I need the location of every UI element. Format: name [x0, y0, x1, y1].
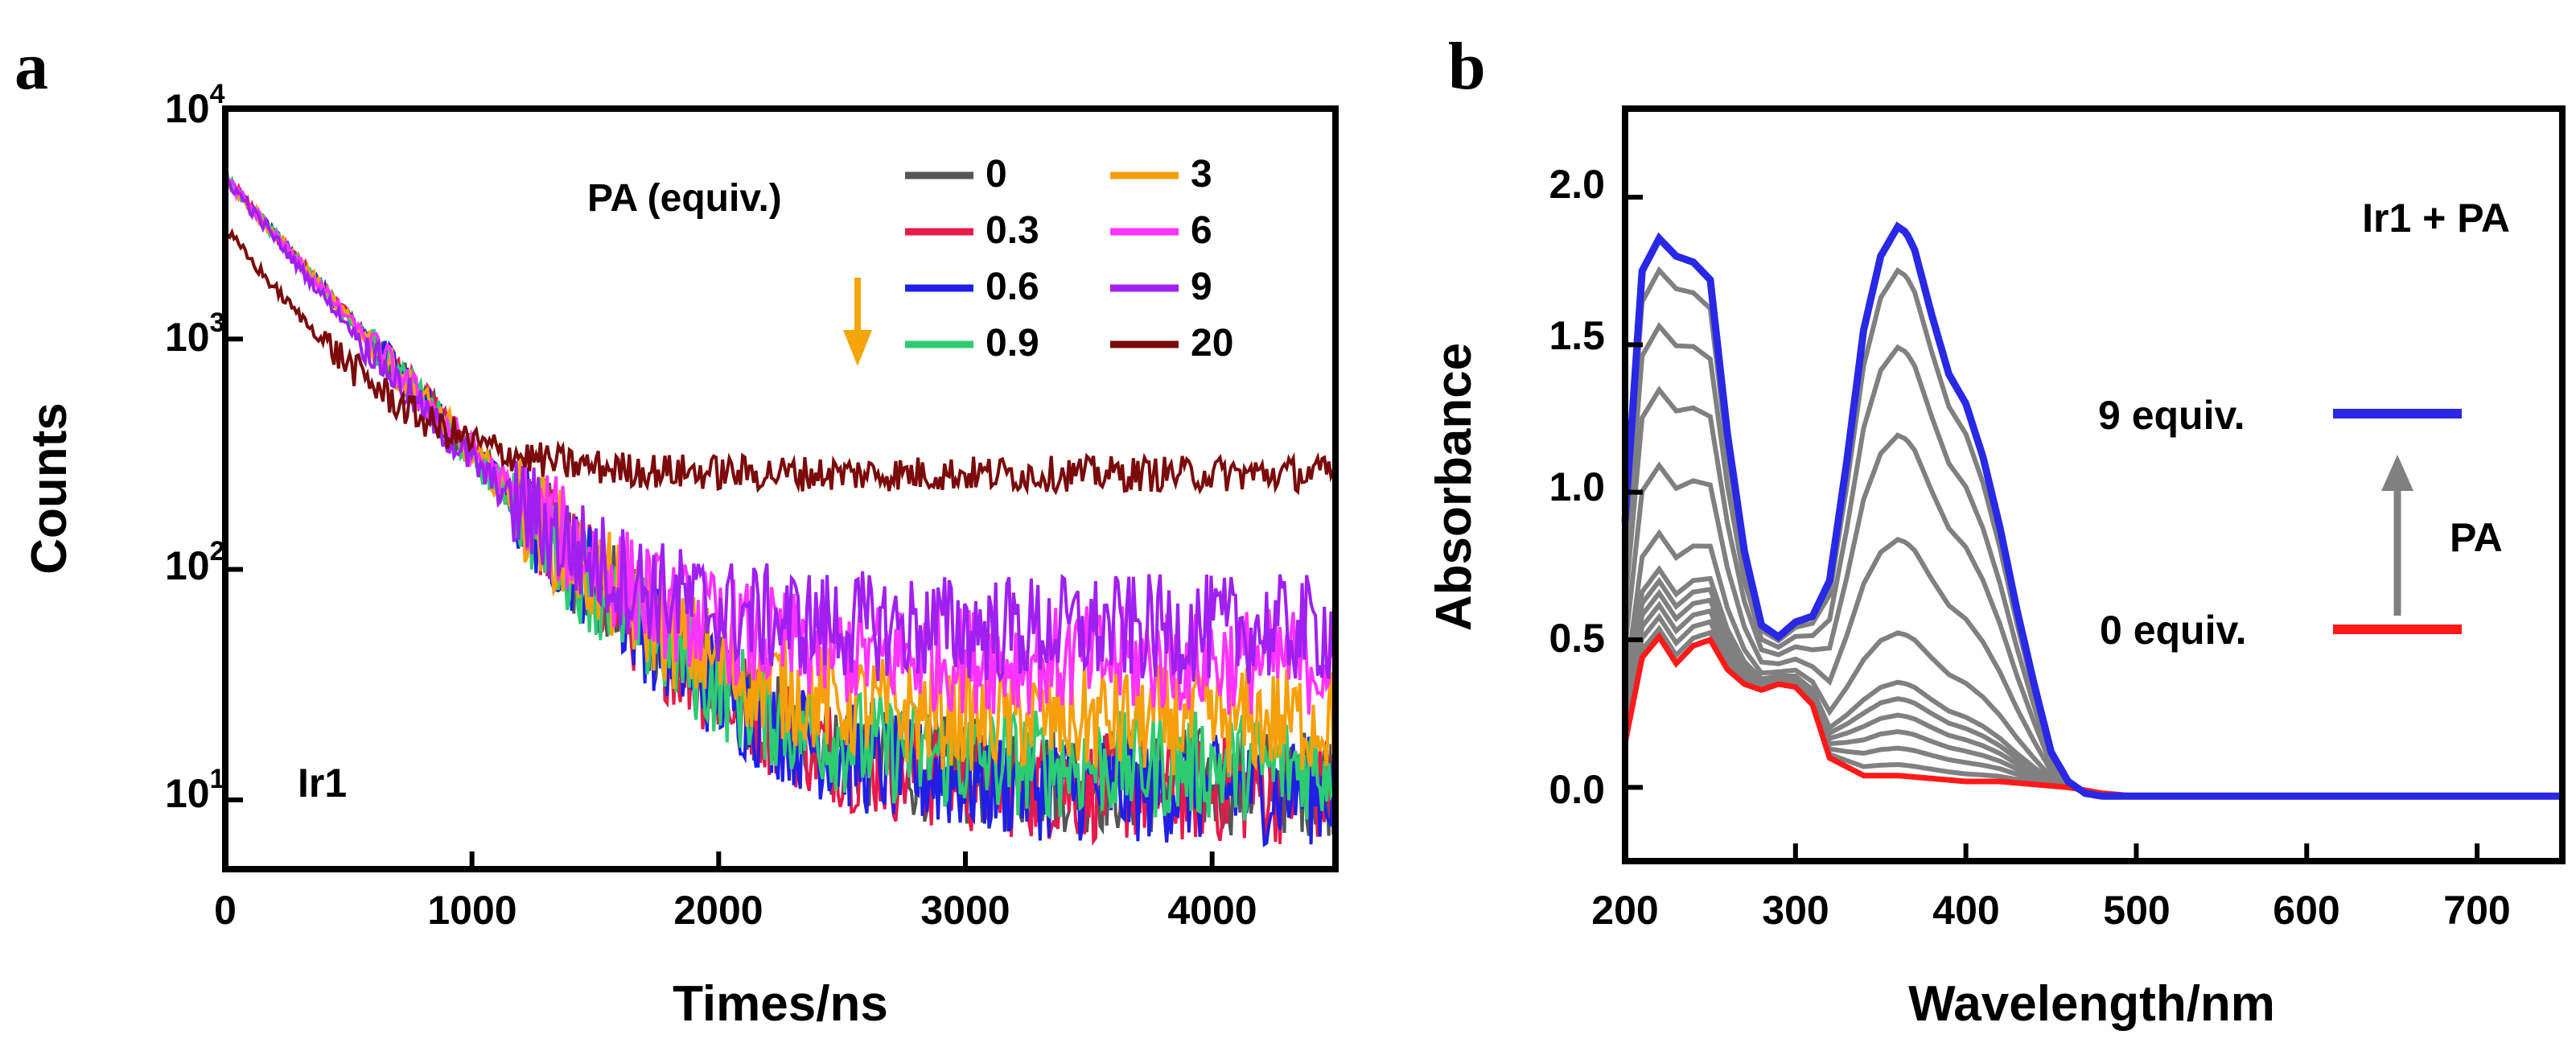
pa-arrow: [2381, 455, 2413, 616]
intermediate-spectrum-9: [1623, 322, 2562, 799]
y-tick-label: 2.0: [1549, 162, 1605, 207]
panel-b-letter: b: [1448, 29, 1486, 104]
intermediate-spectrum-8: [1623, 385, 2562, 799]
panel-a-y-tick-labels: 101 102 103 104: [165, 79, 225, 816]
panel-a-plot-area: [224, 171, 1337, 847]
intermediate-spectrum-10: [1623, 266, 2562, 799]
legend-title: PA (equiv.): [587, 177, 782, 220]
panel-b-x-axis-title: Wavelength/nm: [1908, 976, 2275, 1032]
y-tick-label: 1.5: [1549, 313, 1605, 358]
x-tick-label: 3000: [920, 888, 1010, 933]
x-tick-label: 700: [2443, 888, 2510, 933]
label-9-equiv: 9 equiv.: [2098, 393, 2245, 438]
y-tick-label: 1.0: [1549, 464, 1605, 509]
series-line-3: [224, 172, 1337, 776]
panel-b-y-axis-title: Absorbance: [1426, 343, 1482, 631]
pa-arrow-head: [2381, 455, 2413, 491]
x-tick-label: 0: [214, 888, 237, 933]
panel-a-frame: [222, 105, 1339, 872]
legend-label-0.6: 0.6: [986, 266, 1039, 308]
panel-a-y-axis-title: Counts: [22, 402, 77, 575]
panel-a-ticks: [223, 106, 1215, 869]
x-tick-label: 2000: [673, 888, 763, 933]
y-tick-label: 104: [165, 79, 225, 131]
legend-label-0: 0: [986, 153, 1007, 196]
panel-a-legend: PA (equiv.) 0 0.3 0.6 0.9 3 6 9 20: [587, 153, 1233, 366]
legend-arrow: [843, 278, 872, 366]
legend-items: 0 0.3 0.6 0.9 3 6 9 20: [905, 153, 1233, 365]
panel-a-x-axis-title: Times/ns: [673, 976, 888, 1032]
x-tick-label: 1000: [427, 888, 516, 933]
legend-label-0.3: 0.3: [986, 209, 1039, 252]
spectrum-9-equiv: [1621, 221, 2562, 800]
panel-a-x-tick-labels: 0 1000 2000 3000 4000: [214, 888, 1257, 933]
y-tick-label: 0.5: [1549, 616, 1605, 661]
panel-b-ticks: [1623, 195, 2480, 861]
x-tick-label: 400: [1932, 888, 1999, 933]
y-tick-label: 101: [165, 764, 225, 816]
x-tick-label: 200: [1591, 888, 1658, 933]
legend-label-6: 6: [1191, 209, 1212, 252]
legend-label-9: 9: [1191, 266, 1212, 308]
x-tick-label: 500: [2103, 888, 2170, 933]
panel-b-x-tick-labels: 200 300 400 500 600 700: [1591, 888, 2510, 933]
intermediate-spectrum-3: [1623, 588, 2562, 799]
series-line-9: [224, 175, 1337, 685]
intermediate-spectrum-0: [1623, 625, 2562, 799]
pa-arrow-label: PA: [2450, 515, 2503, 560]
y-tick-label: 0.0: [1549, 767, 1605, 812]
panel-b-frame: [1622, 105, 2566, 864]
panel-a-letter: a: [14, 29, 48, 104]
panel-b-plot-area: [1621, 221, 2562, 800]
legend-label-20: 20: [1191, 322, 1233, 365]
x-tick-label: 4000: [1167, 888, 1257, 933]
panel-a: a 101 102 103 104 0 1000 2000 3000 4000 …: [14, 29, 1339, 1032]
label-0-equiv: 0 equiv.: [2100, 608, 2246, 653]
panel-b: b 0.0 0.5 1.0 1.5 2.0 200 300 400 500 60…: [1426, 29, 2566, 1032]
legend-label-0.9: 0.9: [986, 322, 1039, 365]
title-label: Ir1 + PA: [2362, 196, 2510, 241]
legend-label-3: 3: [1191, 153, 1212, 196]
panel-b-y-tick-labels: 0.0 0.5 1.0 1.5 2.0: [1549, 162, 1605, 812]
series-line-20: [224, 228, 1336, 496]
x-tick-label: 600: [2273, 888, 2339, 933]
y-tick-label: 103: [165, 307, 225, 360]
legend-arrow-head: [843, 330, 872, 366]
x-tick-label: 300: [1762, 888, 1829, 933]
y-tick-label: 102: [165, 536, 225, 588]
sample-label: Ir1: [298, 761, 347, 806]
